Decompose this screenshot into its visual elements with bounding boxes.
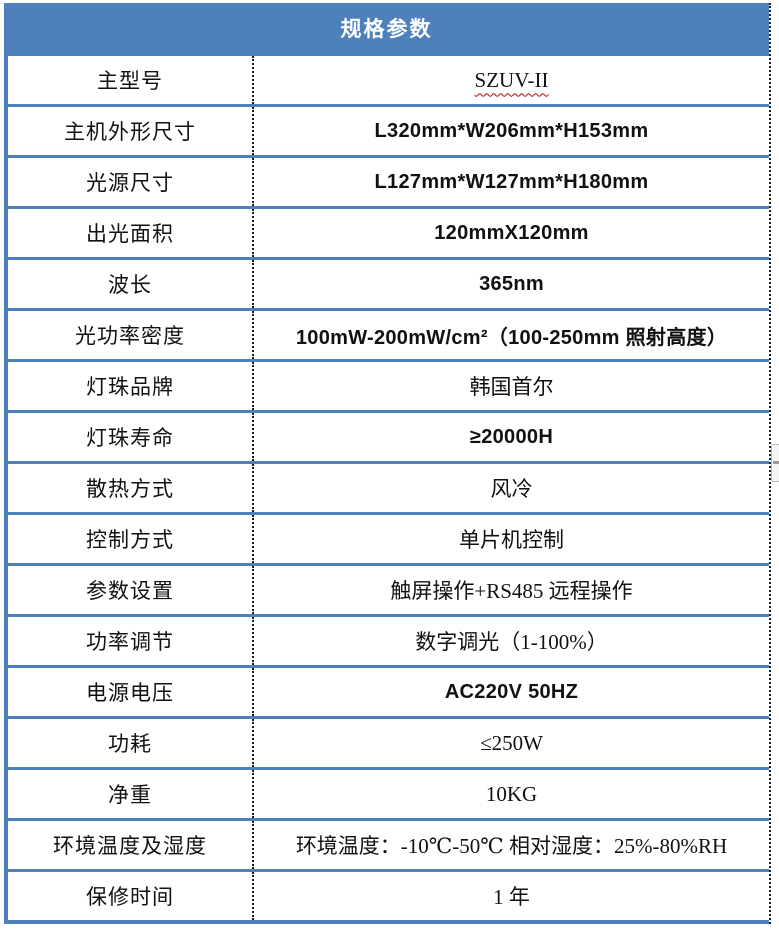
scrollbar-grip-icon xyxy=(773,461,779,464)
spec-value: 韩国首尔 xyxy=(469,375,554,399)
spec-label: 灯珠品牌 xyxy=(8,362,254,410)
spec-label: 保修时间 xyxy=(8,872,254,920)
spec-label: 散热方式 xyxy=(8,464,254,512)
table-row: 参数设置 触屏操作+RS485 远程操作 xyxy=(8,563,769,614)
spec-value: 数字调光（1-100%） xyxy=(415,630,608,654)
spec-value: 环境温度：-10℃-50℃ 相对湿度：25%-80%RH xyxy=(295,834,728,858)
table-row: 电源电压 AC220V 50HZ xyxy=(8,665,769,716)
spec-value: 100mW-200mW/cm²（100-250mm 照射高度） xyxy=(295,326,728,349)
table-row: 保修时间 1 年 xyxy=(8,869,769,920)
table-row: 光源尺寸 L127mm*W127mm*H180mm xyxy=(8,155,769,206)
scrollbar-thumb[interactable] xyxy=(771,444,779,482)
spec-value: L320mm*W206mm*H153mm xyxy=(374,119,649,142)
spec-label: 光功率密度 xyxy=(8,311,254,359)
table-row: 灯珠寿命 ≥20000H xyxy=(8,410,769,461)
spec-label: 净重 xyxy=(8,770,254,818)
table-title: 规格参数 xyxy=(4,3,769,53)
table-row: 光功率密度 100mW-200mW/cm²（100-250mm 照射高度） xyxy=(8,308,769,359)
spec-label: 波长 xyxy=(8,260,254,308)
spec-value: 365nm xyxy=(479,272,544,295)
spec-label: 环境温度及湿度 xyxy=(8,821,254,869)
table-row: 环境温度及湿度 环境温度：-10℃-50℃ 相对湿度：25%-80%RH xyxy=(8,818,769,869)
spec-value: 10KG xyxy=(485,781,538,806)
spec-value: 风冷 xyxy=(490,477,533,501)
spec-label: 功耗 xyxy=(8,719,254,767)
spec-value: ≤250W xyxy=(480,730,543,755)
spec-label: 灯珠寿命 xyxy=(8,413,254,461)
spec-label: 控制方式 xyxy=(8,515,254,563)
table-row: 功耗 ≤250W xyxy=(8,716,769,767)
spec-label: 参数设置 xyxy=(8,566,254,614)
table-row: 主机外形尺寸 L320mm*W206mm*H153mm xyxy=(8,104,769,155)
spec-value: SZUV-II xyxy=(474,67,549,92)
spec-label: 主型号 xyxy=(8,56,254,104)
table-row: 控制方式 单片机控制 xyxy=(8,512,769,563)
spec-label: 电源电压 xyxy=(8,668,254,716)
table-row: 净重 10KG xyxy=(8,767,769,818)
table-row: 出光面积 120mmX120mm xyxy=(8,206,769,257)
table-body: 主型号 SZUV-II 主机外形尺寸 L320mm*W206mm*H153mm … xyxy=(4,53,769,924)
table-row: 散热方式 风冷 xyxy=(8,461,769,512)
spec-value: 触屏操作+RS485 远程操作 xyxy=(390,579,633,603)
spec-value: ≥20000H xyxy=(469,425,554,448)
spec-value: AC220V 50HZ xyxy=(444,680,579,703)
table-row: 波长 365nm xyxy=(8,257,769,308)
spec-label: 主机外形尺寸 xyxy=(8,107,254,155)
spec-value: 单片机控制 xyxy=(459,528,564,552)
spec-value: 120mmX120mm xyxy=(434,221,589,244)
table-row: 主型号 SZUV-II xyxy=(8,53,769,104)
table-row: 功率调节 数字调光（1-100%） xyxy=(8,614,769,665)
spec-label: 出光面积 xyxy=(8,209,254,257)
spec-label: 功率调节 xyxy=(8,617,254,665)
spec-value: 1 年 xyxy=(493,885,530,909)
spec-label: 光源尺寸 xyxy=(8,158,254,206)
spec-table: 规格参数 主型号 SZUV-II 主机外形尺寸 L320mm*W206mm*H1… xyxy=(4,3,771,924)
spec-value: L127mm*W127mm*H180mm xyxy=(374,170,649,193)
table-row: 灯珠品牌 韩国首尔 xyxy=(8,359,769,410)
